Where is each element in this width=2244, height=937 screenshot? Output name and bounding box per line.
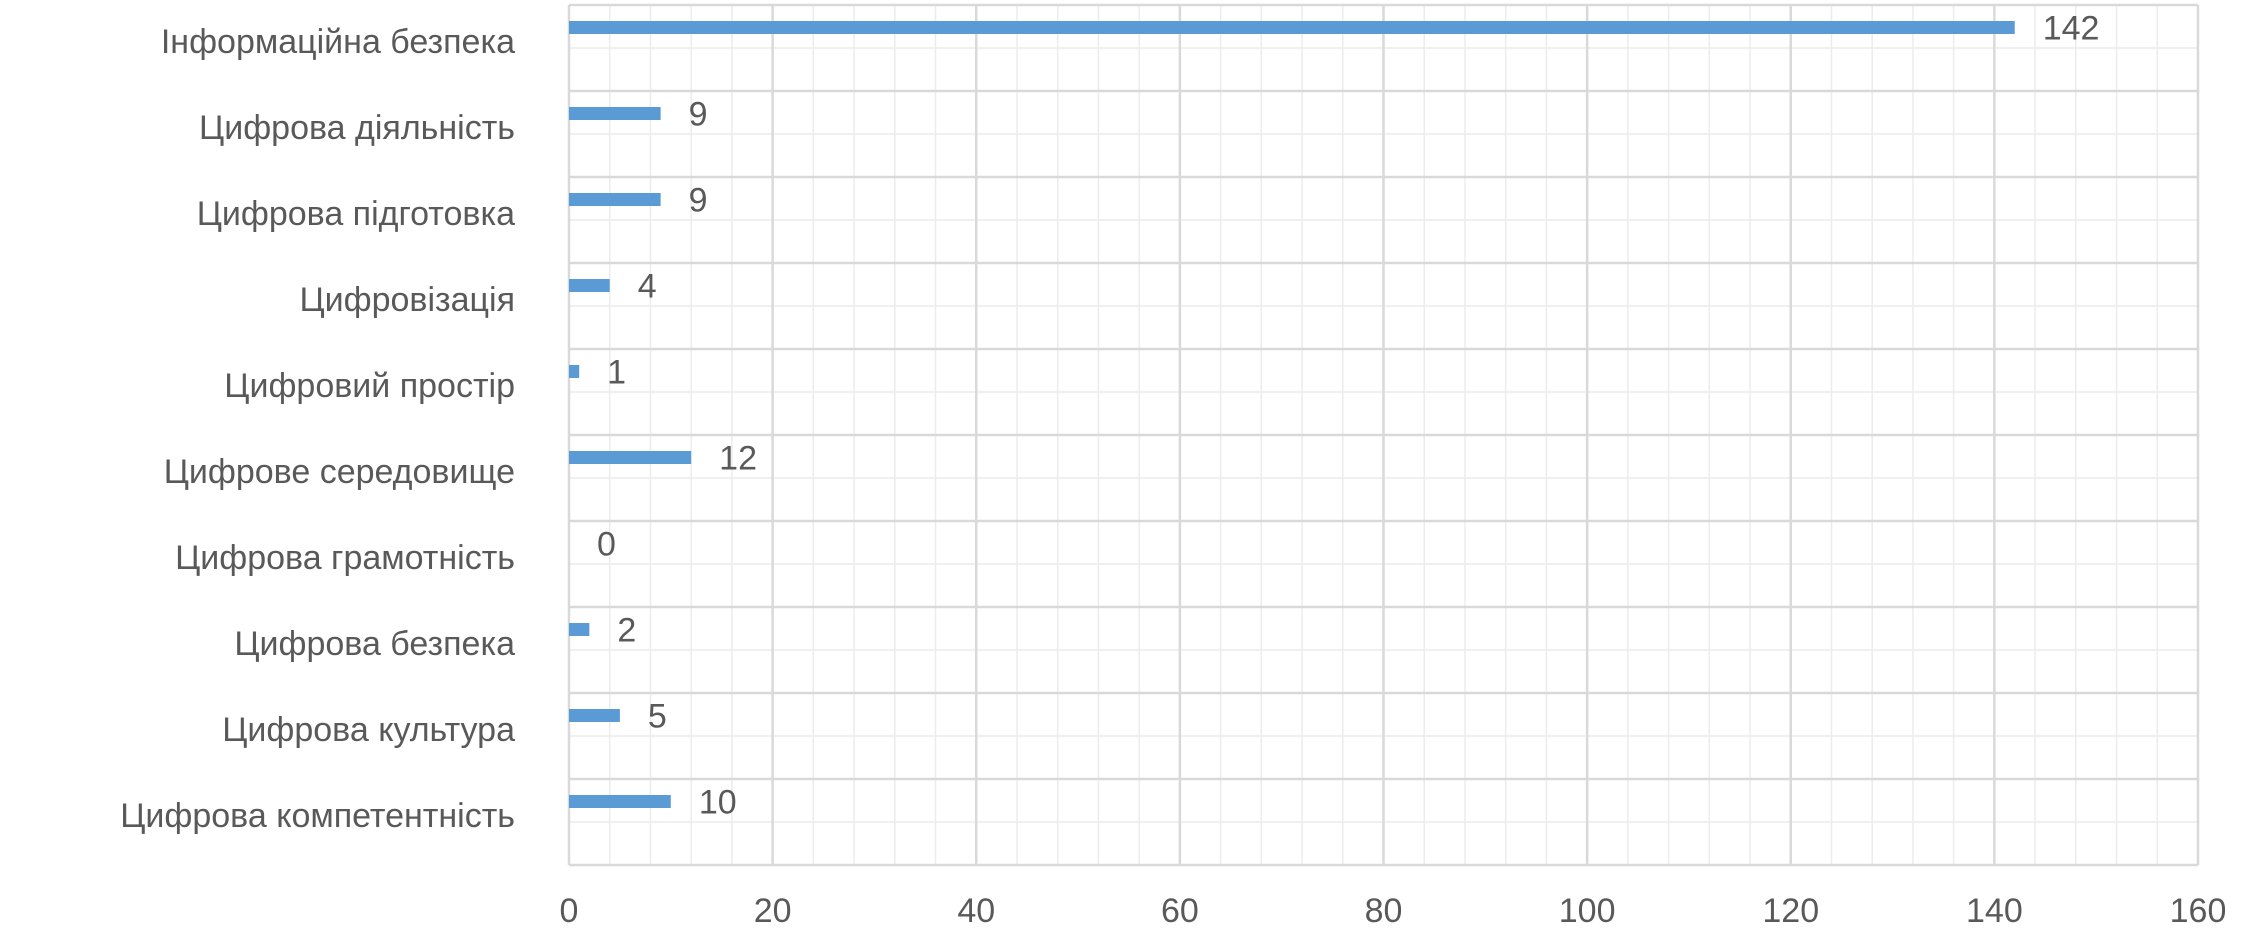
category-label: Цифрова безпека [234, 625, 515, 663]
bar [569, 795, 671, 808]
x-tick-label: 40 [957, 892, 995, 930]
x-tick-label: 120 [1762, 892, 1819, 930]
bar-series [569, 21, 2015, 808]
x-tick-label: 160 [2170, 892, 2227, 930]
bar [569, 365, 580, 378]
data-label: 5 [648, 698, 667, 736]
bar [569, 623, 590, 636]
category-label: Цифрове середовище [164, 453, 515, 491]
bar [569, 193, 661, 206]
x-tick-label: 100 [1559, 892, 1616, 930]
x-tick-label: 20 [754, 892, 792, 930]
category-label: Цифрова діяльність [199, 109, 515, 147]
bar [569, 709, 620, 722]
category-label: Цифрова культура [222, 711, 515, 749]
bar [569, 279, 610, 292]
data-labels: 142 9 9 4 1 12 0 2 5 10 [597, 10, 2099, 822]
category-label: Цифрова підготовка [197, 195, 515, 233]
category-label: Цифрова компетентність [120, 797, 515, 835]
data-label: 9 [689, 96, 708, 134]
data-label: 12 [719, 440, 757, 478]
category-label: Цифрова грамотність [175, 539, 515, 577]
data-label: 9 [689, 182, 708, 220]
x-tick-label: 0 [560, 892, 579, 930]
data-label: 2 [617, 612, 636, 650]
category-label: Інформаційна безпека [161, 23, 515, 61]
category-label: Цифровий простір [224, 367, 515, 405]
bar [569, 451, 692, 464]
data-label: 0 [597, 526, 616, 564]
data-label: 142 [2043, 10, 2100, 48]
bar [569, 107, 661, 120]
value-axis: 0 20 40 60 80 100 120 140 160 [560, 892, 2227, 930]
data-label: 4 [638, 268, 657, 306]
major-gridlines [567, 3, 2200, 867]
x-tick-label: 60 [1161, 892, 1199, 930]
category-axis: Інформаційна безпека Цифрова діяльність Ци… [120, 23, 515, 835]
x-tick-label: 80 [1365, 892, 1403, 930]
category-label: Цифровізація [300, 281, 516, 319]
data-label: 10 [699, 784, 737, 822]
data-label: 1 [607, 354, 626, 392]
x-tick-label: 140 [1966, 892, 2023, 930]
bar [569, 21, 2015, 34]
